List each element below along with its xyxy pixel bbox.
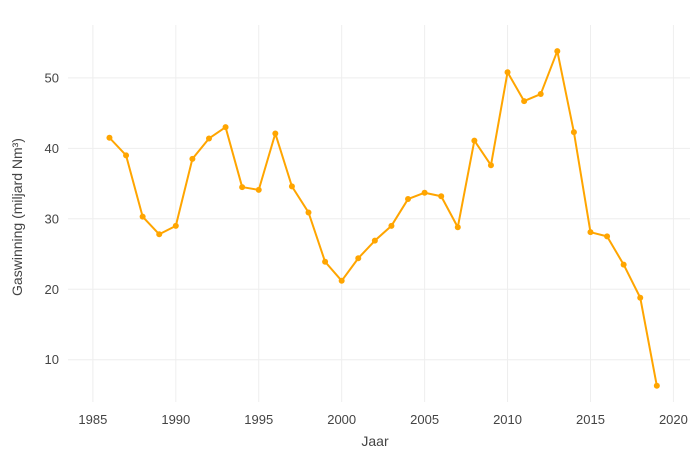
x-tick-label: 1995 — [244, 412, 273, 427]
x-tick-label: 1990 — [161, 412, 190, 427]
data-point — [587, 229, 594, 236]
data-point — [471, 137, 478, 144]
data-point — [305, 209, 312, 216]
series-line — [108, 50, 658, 386]
data-point — [521, 98, 528, 105]
y-axis-title: Gaswinning (miljard Nm³) — [9, 138, 25, 296]
data-point — [570, 129, 577, 136]
data-point — [487, 162, 494, 169]
data-point — [620, 261, 627, 268]
data-point — [172, 222, 179, 229]
data-point — [504, 69, 511, 76]
data-point — [156, 231, 163, 238]
x-tick-label: 2020 — [659, 412, 688, 427]
data-point — [421, 189, 428, 196]
data-point — [123, 152, 130, 159]
x-axis-title: Jaar — [361, 433, 389, 449]
data-point — [106, 134, 113, 141]
x-tick-label: 2010 — [493, 412, 522, 427]
data-point — [322, 258, 329, 265]
data-point — [371, 237, 378, 244]
data-point — [653, 382, 660, 389]
data-point — [637, 294, 644, 301]
horizontal-gridlines — [68, 77, 690, 361]
data-point — [205, 135, 212, 142]
data-point — [355, 255, 362, 262]
y-tick-label: 40 — [45, 141, 59, 156]
data-point — [338, 277, 345, 284]
x-tick-label: 2000 — [327, 412, 356, 427]
data-point — [438, 193, 445, 200]
data-point — [255, 186, 262, 193]
y-axis-ticks: 10 20 30 40 50 — [45, 70, 59, 367]
x-tick-label: 2015 — [576, 412, 605, 427]
x-tick-label: 2005 — [410, 412, 439, 427]
data-points — [106, 48, 660, 389]
data-point — [454, 224, 461, 231]
x-tick-label: 1985 — [78, 412, 107, 427]
y-tick-label: 10 — [45, 352, 59, 367]
data-point — [537, 91, 544, 98]
data-point — [288, 183, 295, 190]
x-axis-ticks: 1985 1990 1995 2000 2005 2010 2015 2020 — [78, 412, 687, 427]
vertical-gridlines — [92, 25, 674, 402]
y-tick-label: 50 — [45, 70, 59, 85]
data-point — [405, 196, 412, 203]
data-point — [388, 222, 395, 229]
data-point — [554, 48, 561, 55]
data-point — [222, 124, 229, 131]
data-point — [604, 233, 611, 240]
y-tick-label: 20 — [45, 282, 59, 297]
data-point — [272, 130, 279, 137]
data-point — [139, 213, 146, 220]
y-tick-label: 30 — [45, 211, 59, 226]
data-point — [189, 155, 196, 162]
data-point — [239, 184, 246, 191]
